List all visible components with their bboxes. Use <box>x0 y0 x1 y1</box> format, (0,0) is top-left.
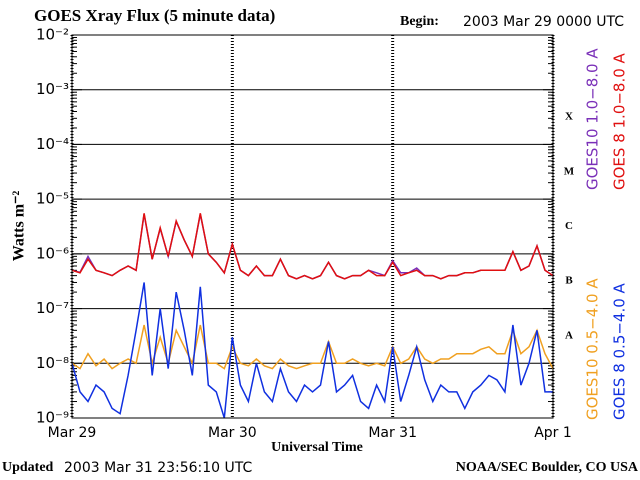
y-tick-label: 10⁻⁵ <box>36 190 69 208</box>
x-tick-label: Mar 30 <box>208 425 257 441</box>
updated-label: Updated <box>2 460 54 475</box>
plot-frame <box>71 34 554 419</box>
legend-entry: GOES 8 0.5−4.0 A <box>611 282 629 420</box>
legend-entry: GOES10 0.5−4.0 A <box>584 278 602 420</box>
credit: NOAA/SEC Boulder, CO USA <box>456 460 639 475</box>
flare-class: C <box>565 220 573 232</box>
x-tick-label: Mar 31 <box>368 425 417 441</box>
begin-label: Begin: <box>400 14 439 29</box>
updated-value: 2003 Mar 31 23:56:10 UTC <box>64 460 253 476</box>
x-tick-label: Mar 29 <box>48 425 97 441</box>
series-line <box>71 213 554 280</box>
y-tick-label: 10⁻⁶ <box>36 244 69 262</box>
legend-entry: GOES10 1.0−8.0 A <box>584 48 602 190</box>
legend-entry: GOES 8 1.0−8.0 A <box>611 52 629 190</box>
begin-value: 2003 Mar 29 0000 UTC <box>463 14 624 30</box>
y-tick-label: 10⁻⁴ <box>36 135 69 153</box>
flare-class: M <box>564 165 575 177</box>
y-tick-label: 10⁻² <box>36 26 69 44</box>
flare-class: X <box>565 111 573 123</box>
flare-class: A <box>565 329 573 341</box>
series-line <box>71 282 553 419</box>
x-axis-label: Universal Time <box>271 440 363 455</box>
chart-title: GOES Xray Flux (5 minute data) <box>34 6 275 25</box>
y-tick-label: 10⁻³ <box>36 80 69 98</box>
x-tick-label: Apr 1 <box>534 425 572 441</box>
y-tick-label: 10⁻⁷ <box>36 299 69 317</box>
series-line <box>71 324 554 370</box>
y-tick-label: 10⁻⁹ <box>36 409 69 427</box>
flare-class: B <box>565 275 573 287</box>
y-axis-label: Watts m⁻² <box>11 191 28 262</box>
y-tick-label: 10⁻⁸ <box>36 354 69 372</box>
